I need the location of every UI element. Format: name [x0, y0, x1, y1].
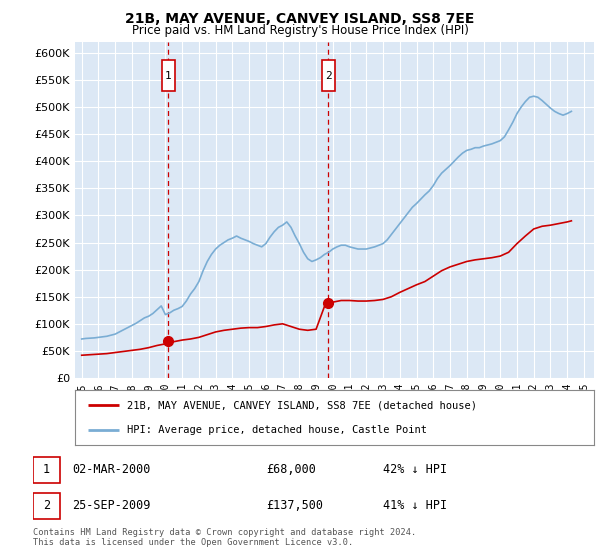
Text: 02-MAR-2000: 02-MAR-2000 — [72, 463, 150, 477]
Text: 1: 1 — [165, 71, 172, 81]
Text: £68,000: £68,000 — [266, 463, 316, 477]
Text: 41% ↓ HPI: 41% ↓ HPI — [383, 499, 447, 512]
Text: Price paid vs. HM Land Registry's House Price Index (HPI): Price paid vs. HM Land Registry's House … — [131, 24, 469, 37]
Bar — [33, 457, 59, 483]
Text: 1: 1 — [43, 463, 50, 477]
Bar — [162, 60, 175, 91]
Text: 2: 2 — [325, 71, 332, 81]
Text: Contains HM Land Registry data © Crown copyright and database right 2024.
This d: Contains HM Land Registry data © Crown c… — [33, 528, 416, 547]
Text: 21B, MAY AVENUE, CANVEY ISLAND, SS8 7EE: 21B, MAY AVENUE, CANVEY ISLAND, SS8 7EE — [125, 12, 475, 26]
Bar — [322, 60, 335, 91]
Text: 42% ↓ HPI: 42% ↓ HPI — [383, 463, 447, 477]
Bar — [33, 493, 59, 519]
Text: 21B, MAY AVENUE, CANVEY ISLAND, SS8 7EE (detached house): 21B, MAY AVENUE, CANVEY ISLAND, SS8 7EE … — [127, 400, 477, 410]
Text: HPI: Average price, detached house, Castle Point: HPI: Average price, detached house, Cast… — [127, 426, 427, 435]
Text: 2: 2 — [43, 499, 50, 512]
Text: £137,500: £137,500 — [266, 499, 323, 512]
Text: 25-SEP-2009: 25-SEP-2009 — [72, 499, 150, 512]
